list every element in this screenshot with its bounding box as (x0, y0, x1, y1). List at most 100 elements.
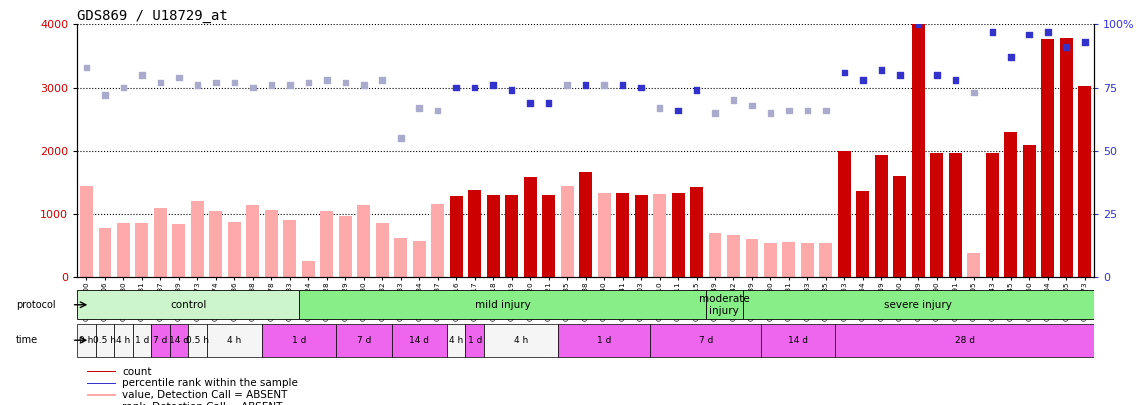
Bar (542, 194, 556, 277)
Bar (524, 177, 536, 277)
Point (484, 82, 502, 88)
Bar (761, 324, 835, 357)
Point (817, 107, 835, 114)
Text: 1 d: 1 d (292, 336, 307, 345)
Point (779, 107, 797, 114)
Bar (135, 223, 149, 277)
Bar (151, 324, 169, 357)
Bar (506, 194, 518, 277)
Point (225, 79, 243, 86)
Point (799, 107, 817, 114)
Text: 4 h: 4 h (116, 336, 131, 345)
Text: 14 d: 14 d (409, 336, 429, 345)
Text: value, Detection Call = ABSENT: value, Detection Call = ABSENT (122, 390, 287, 400)
Text: 4 h: 4 h (513, 336, 528, 345)
Bar (968, 253, 980, 277)
Point (872, 67, 891, 73)
Point (336, 79, 354, 86)
Point (281, 82, 299, 88)
Text: protocol: protocol (16, 300, 56, 310)
Bar (819, 243, 833, 277)
Point (318, 77, 336, 83)
Bar (320, 211, 333, 277)
Bar (446, 324, 466, 357)
Bar (709, 233, 721, 277)
Bar (598, 193, 610, 277)
Bar (949, 153, 962, 277)
Point (928, 72, 946, 78)
Text: GDS869 / U18729_at: GDS869 / U18729_at (77, 9, 228, 23)
Point (299, 79, 317, 86)
Point (428, 107, 446, 114)
Text: control: control (170, 300, 207, 310)
Bar (765, 243, 777, 277)
Point (576, 82, 595, 88)
Bar (336, 324, 392, 357)
Bar (133, 324, 151, 357)
Text: 0.5 h: 0.5 h (93, 336, 117, 345)
Point (632, 84, 650, 91)
Text: severe injury: severe injury (885, 300, 952, 310)
Bar (87, 371, 116, 373)
Bar (857, 192, 869, 277)
Bar (191, 202, 203, 277)
Point (669, 107, 687, 114)
Point (854, 77, 872, 83)
Bar (262, 324, 336, 357)
Bar (99, 228, 111, 277)
Text: 0.5 h: 0.5 h (186, 336, 209, 345)
Point (743, 102, 761, 109)
Bar (986, 153, 999, 277)
Bar (169, 324, 189, 357)
Bar (77, 324, 95, 357)
Point (1058, 44, 1076, 50)
Point (262, 82, 281, 88)
Bar (893, 175, 907, 277)
Text: rank, Detection Call = ABSENT: rank, Detection Call = ABSENT (122, 402, 283, 405)
Bar (394, 238, 407, 277)
Point (466, 84, 484, 91)
Point (1002, 54, 1020, 60)
Bar (579, 172, 592, 277)
Point (909, 21, 927, 28)
Bar (558, 324, 650, 357)
Point (964, 90, 983, 96)
Text: mild injury: mild injury (475, 300, 531, 310)
Point (613, 82, 632, 88)
Bar (1004, 132, 1017, 277)
Bar (77, 290, 299, 319)
Bar (115, 324, 133, 357)
Bar (376, 223, 389, 277)
Bar (95, 324, 115, 357)
Point (151, 79, 169, 86)
Text: moderate
injury: moderate injury (699, 294, 750, 315)
Text: 0 h: 0 h (80, 336, 93, 345)
Bar (486, 195, 500, 277)
Bar (299, 290, 705, 319)
Bar (339, 216, 352, 277)
Point (521, 100, 540, 106)
Point (115, 84, 133, 91)
Text: 1 d: 1 d (596, 336, 611, 345)
Point (354, 82, 373, 88)
Bar (930, 153, 943, 277)
Bar (653, 194, 666, 277)
Bar (616, 193, 629, 277)
Bar (484, 324, 558, 357)
Point (207, 79, 225, 86)
Point (761, 110, 779, 116)
Text: 4 h: 4 h (449, 336, 463, 345)
Text: 28 d: 28 d (954, 336, 975, 345)
Point (373, 77, 391, 83)
Bar (743, 290, 1094, 319)
Point (558, 82, 576, 88)
Bar (838, 151, 851, 277)
Bar (80, 185, 93, 277)
Point (392, 135, 410, 141)
Bar (783, 242, 795, 277)
Point (984, 29, 1002, 35)
Point (1076, 39, 1094, 45)
Bar (392, 324, 446, 357)
Point (170, 74, 189, 81)
Bar (173, 224, 185, 277)
